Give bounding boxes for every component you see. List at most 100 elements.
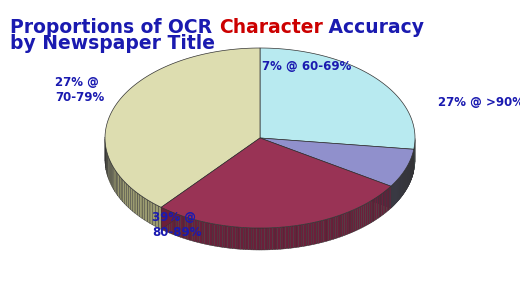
Polygon shape (267, 228, 270, 250)
Polygon shape (333, 217, 335, 239)
Polygon shape (265, 228, 267, 250)
Polygon shape (195, 220, 197, 242)
Polygon shape (246, 228, 249, 250)
Text: 39% @
80-89%: 39% @ 80-89% (152, 211, 202, 239)
Polygon shape (251, 228, 254, 250)
Polygon shape (361, 205, 363, 228)
Polygon shape (161, 138, 391, 228)
Polygon shape (202, 221, 204, 244)
Polygon shape (285, 227, 288, 249)
Polygon shape (278, 227, 280, 249)
Polygon shape (369, 201, 371, 224)
Polygon shape (301, 224, 304, 247)
Polygon shape (304, 224, 306, 246)
Polygon shape (259, 228, 262, 250)
Polygon shape (155, 204, 158, 228)
Polygon shape (319, 221, 321, 243)
Polygon shape (152, 203, 155, 227)
Polygon shape (373, 198, 375, 222)
Polygon shape (262, 228, 265, 250)
Polygon shape (163, 208, 165, 231)
Polygon shape (110, 161, 111, 185)
Polygon shape (147, 200, 150, 223)
Polygon shape (283, 227, 285, 249)
Polygon shape (112, 166, 114, 190)
Polygon shape (115, 170, 116, 194)
Polygon shape (363, 204, 366, 227)
Polygon shape (275, 227, 278, 250)
Polygon shape (357, 207, 359, 230)
Polygon shape (347, 212, 349, 235)
Polygon shape (204, 222, 207, 245)
Polygon shape (309, 223, 311, 245)
Polygon shape (323, 219, 326, 242)
Polygon shape (105, 48, 260, 207)
Polygon shape (342, 213, 345, 236)
Polygon shape (366, 203, 368, 226)
Polygon shape (145, 198, 147, 222)
Polygon shape (236, 227, 238, 249)
Polygon shape (133, 189, 135, 213)
Polygon shape (249, 228, 251, 250)
Polygon shape (329, 218, 331, 241)
Polygon shape (375, 197, 376, 221)
Polygon shape (188, 218, 190, 240)
Polygon shape (121, 178, 123, 202)
Polygon shape (107, 152, 108, 177)
Polygon shape (376, 196, 378, 219)
Text: Accuracy: Accuracy (322, 18, 424, 37)
Polygon shape (260, 138, 414, 171)
Polygon shape (118, 174, 120, 198)
Polygon shape (200, 221, 202, 243)
Text: by Newspaper Title: by Newspaper Title (10, 34, 215, 53)
Polygon shape (174, 213, 176, 236)
Polygon shape (306, 223, 309, 246)
Polygon shape (340, 214, 342, 237)
Polygon shape (368, 202, 369, 225)
Polygon shape (238, 227, 241, 249)
Polygon shape (220, 225, 223, 247)
Polygon shape (386, 189, 388, 212)
Polygon shape (230, 226, 232, 249)
Polygon shape (223, 225, 225, 248)
Polygon shape (260, 138, 391, 208)
Polygon shape (272, 228, 275, 250)
Polygon shape (355, 208, 357, 231)
Polygon shape (142, 196, 145, 220)
Polygon shape (296, 225, 298, 248)
Polygon shape (181, 215, 183, 238)
Polygon shape (123, 180, 125, 204)
Polygon shape (331, 217, 333, 240)
Polygon shape (316, 221, 319, 244)
Polygon shape (192, 219, 195, 242)
Polygon shape (280, 227, 283, 249)
Polygon shape (227, 226, 230, 248)
Polygon shape (335, 216, 338, 239)
Polygon shape (256, 228, 259, 250)
Polygon shape (291, 226, 293, 248)
Polygon shape (215, 224, 217, 247)
Polygon shape (135, 191, 137, 215)
Polygon shape (150, 201, 152, 225)
Polygon shape (353, 209, 355, 232)
Polygon shape (185, 217, 188, 240)
Polygon shape (172, 212, 174, 235)
Polygon shape (207, 223, 210, 245)
Polygon shape (140, 195, 142, 219)
Polygon shape (311, 223, 314, 245)
Polygon shape (161, 138, 260, 229)
Polygon shape (243, 227, 246, 250)
Polygon shape (197, 220, 200, 243)
Polygon shape (114, 168, 115, 192)
Text: Character: Character (218, 18, 322, 37)
Polygon shape (293, 226, 296, 248)
Polygon shape (389, 186, 391, 210)
Polygon shape (212, 224, 215, 246)
Polygon shape (326, 219, 329, 241)
Polygon shape (338, 215, 340, 238)
Polygon shape (371, 200, 373, 223)
Polygon shape (131, 188, 133, 211)
Polygon shape (321, 220, 323, 243)
Polygon shape (314, 222, 316, 245)
Polygon shape (260, 48, 415, 149)
